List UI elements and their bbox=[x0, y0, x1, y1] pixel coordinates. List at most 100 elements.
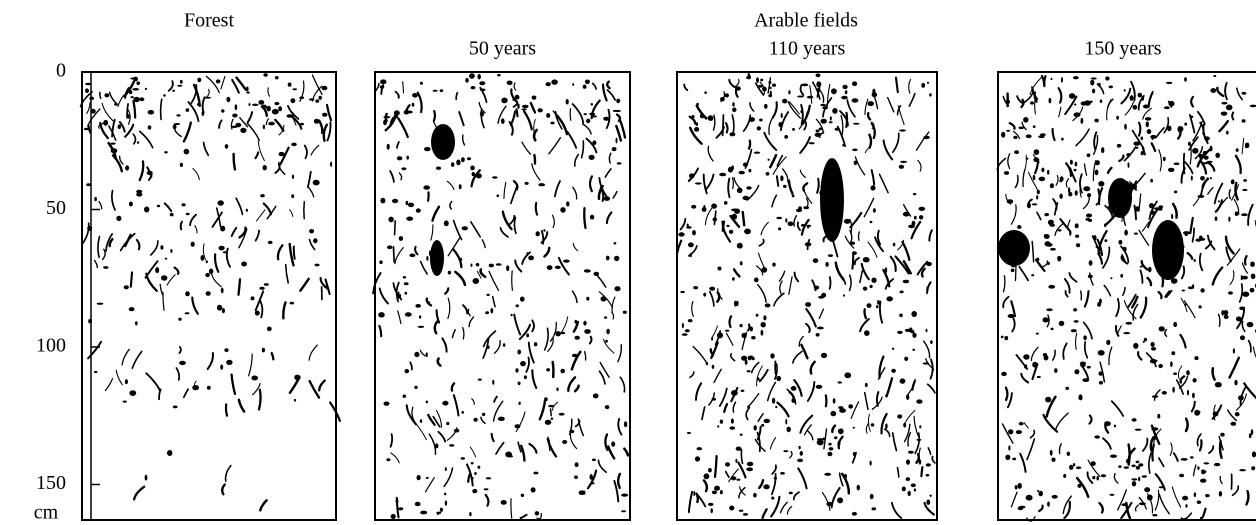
channel bbox=[1023, 422, 1029, 429]
channel bbox=[1007, 153, 1011, 170]
pore bbox=[911, 311, 917, 317]
pore bbox=[746, 186, 752, 190]
channel bbox=[1158, 493, 1170, 515]
pore bbox=[1180, 458, 1188, 461]
channel bbox=[98, 200, 103, 210]
channel bbox=[788, 276, 793, 295]
pore bbox=[402, 394, 407, 398]
pore bbox=[380, 79, 387, 85]
pore bbox=[1215, 152, 1220, 158]
pore bbox=[1140, 136, 1144, 141]
soil-texture bbox=[676, 72, 936, 520]
pore bbox=[179, 79, 183, 84]
pore bbox=[1090, 461, 1096, 466]
channel bbox=[741, 210, 746, 227]
channel bbox=[513, 216, 517, 235]
channel bbox=[1010, 300, 1017, 318]
pore bbox=[1068, 191, 1073, 197]
pore bbox=[923, 135, 930, 140]
channel bbox=[747, 323, 751, 332]
channel bbox=[883, 428, 891, 438]
channel bbox=[688, 115, 697, 125]
channel bbox=[1124, 101, 1135, 116]
channel bbox=[1026, 516, 1036, 522]
pore bbox=[1183, 231, 1190, 235]
pore bbox=[378, 312, 385, 318]
pore bbox=[813, 285, 820, 290]
pore bbox=[226, 96, 231, 103]
pore bbox=[852, 81, 858, 86]
pore bbox=[906, 394, 910, 400]
channel bbox=[582, 123, 592, 135]
pore bbox=[486, 293, 490, 296]
channel bbox=[863, 391, 869, 411]
pore bbox=[404, 369, 410, 374]
pore bbox=[747, 74, 751, 80]
pore bbox=[1017, 225, 1022, 229]
pore bbox=[603, 196, 611, 201]
pore bbox=[419, 81, 423, 85]
channel bbox=[580, 140, 585, 159]
channel bbox=[237, 398, 246, 413]
pore bbox=[164, 257, 168, 260]
pore bbox=[560, 368, 565, 374]
channel bbox=[569, 433, 578, 450]
pore bbox=[1230, 179, 1235, 185]
channel bbox=[202, 243, 207, 261]
channel bbox=[1207, 234, 1216, 251]
pore bbox=[398, 507, 404, 511]
pore bbox=[103, 266, 109, 269]
channel bbox=[571, 103, 585, 124]
channel bbox=[896, 105, 902, 116]
pore bbox=[808, 142, 815, 145]
channel bbox=[868, 133, 873, 149]
channel bbox=[588, 175, 594, 193]
pore bbox=[616, 162, 622, 165]
pore bbox=[872, 88, 876, 95]
pore bbox=[543, 229, 546, 232]
channel bbox=[528, 442, 538, 454]
channel bbox=[1010, 204, 1017, 225]
pore bbox=[1239, 306, 1246, 311]
channel bbox=[389, 116, 395, 127]
channel bbox=[828, 276, 832, 290]
pore bbox=[812, 258, 819, 263]
channel bbox=[1169, 442, 1173, 456]
pore bbox=[1046, 308, 1053, 312]
pore bbox=[133, 96, 140, 103]
pore bbox=[1214, 382, 1222, 388]
pore bbox=[1162, 156, 1166, 162]
channel bbox=[218, 119, 223, 129]
pore bbox=[1006, 199, 1014, 204]
pore bbox=[822, 106, 829, 110]
pore bbox=[818, 127, 823, 131]
channel bbox=[725, 332, 734, 346]
channel bbox=[479, 268, 487, 279]
channel bbox=[278, 161, 286, 175]
pore bbox=[1065, 386, 1069, 390]
channel bbox=[124, 87, 130, 99]
pore bbox=[707, 502, 714, 506]
pore bbox=[760, 329, 764, 336]
pore bbox=[1152, 395, 1159, 398]
pore bbox=[1109, 493, 1115, 496]
channel bbox=[772, 156, 787, 175]
channel bbox=[1033, 91, 1038, 103]
pore bbox=[926, 261, 932, 267]
pore bbox=[1190, 175, 1193, 181]
pore bbox=[763, 484, 770, 490]
pore bbox=[1213, 462, 1221, 467]
channel bbox=[1064, 290, 1069, 298]
pore bbox=[518, 401, 521, 405]
pore bbox=[844, 372, 852, 379]
channel bbox=[1138, 229, 1150, 246]
channel bbox=[1184, 417, 1189, 433]
channel bbox=[101, 102, 114, 122]
channel bbox=[326, 121, 332, 142]
channel bbox=[915, 131, 930, 151]
pore bbox=[1152, 514, 1158, 517]
channel bbox=[599, 361, 610, 378]
pore bbox=[799, 451, 803, 456]
pore bbox=[122, 400, 127, 403]
